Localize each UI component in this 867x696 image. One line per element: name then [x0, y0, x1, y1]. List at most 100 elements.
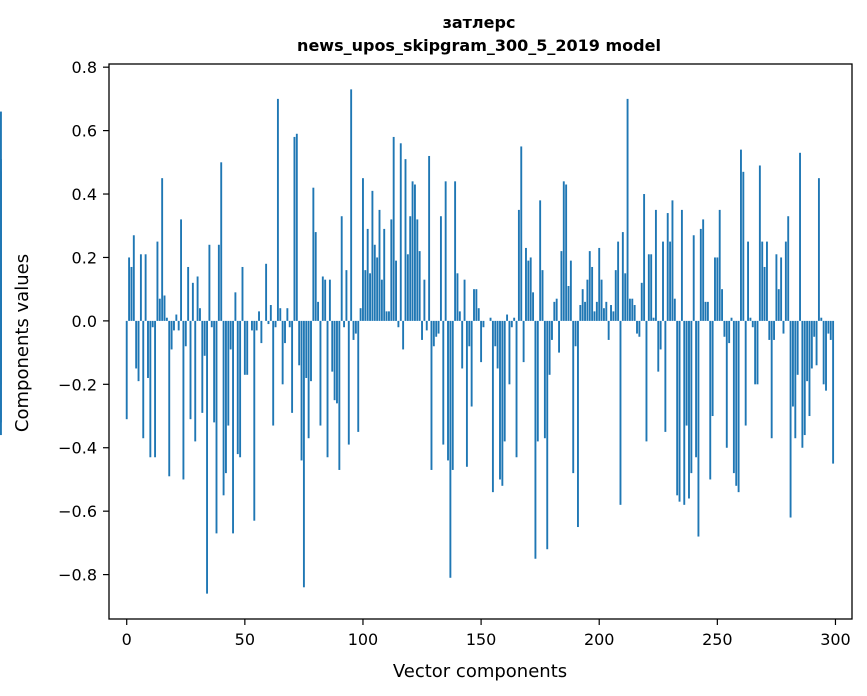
bar-128 [428, 155, 431, 321]
bar-9 [147, 320, 149, 378]
bar-119 [406, 254, 409, 321]
bar-229 [666, 213, 669, 321]
bar-79 [312, 187, 315, 321]
bar-107 [378, 209, 381, 321]
bar-210 [621, 232, 624, 321]
bar-11 [151, 320, 154, 328]
bar-54 [253, 320, 256, 521]
bar-116 [399, 143, 402, 321]
x-axis-ticks: 0 50 100 150 200 250 300 [122, 619, 851, 649]
bar-204 [607, 320, 610, 340]
bar-164 [513, 317, 516, 321]
bar-36 [210, 320, 213, 328]
bar-250 [716, 257, 719, 321]
bar-121 [411, 181, 414, 321]
bar-27 [189, 320, 192, 420]
bar-138 [451, 320, 454, 470]
bar-226 [659, 320, 662, 350]
bar-14 [158, 298, 161, 321]
bar-246 [706, 301, 709, 321]
bar-84 [324, 279, 327, 321]
bar-69 [288, 320, 291, 328]
bar-130 [432, 320, 435, 347]
bar-129 [430, 320, 433, 470]
bar-247 [709, 320, 712, 480]
bar-185 [562, 181, 565, 321]
bar-113 [392, 136, 395, 321]
bar-77 [307, 320, 310, 439]
bar-222 [650, 254, 653, 321]
bar-236 [683, 320, 686, 505]
bar-193 [581, 289, 584, 321]
bar-111 [388, 311, 390, 321]
bar-198 [593, 311, 596, 321]
y-tick-label: 0.4 [72, 185, 97, 204]
bar-148 [475, 289, 478, 321]
bar-310 [0, 171, 2, 321]
bar-18 [168, 320, 171, 477]
bar-264 [749, 317, 752, 321]
bar-215 [633, 305, 636, 321]
bar-31 [199, 308, 201, 321]
bar-165 [515, 320, 518, 458]
bar-282 [791, 320, 794, 407]
bar-157 [496, 320, 499, 369]
bar-0 [125, 320, 128, 420]
bar-269 [761, 241, 764, 321]
bar-307 [0, 320, 2, 423]
bar-56 [258, 311, 260, 321]
bar-123 [416, 219, 419, 321]
bar-34 [206, 320, 208, 594]
bar-255 [728, 320, 731, 344]
bar-202 [602, 308, 605, 321]
bar-280 [787, 216, 790, 321]
y-tick-label: 0.6 [72, 122, 97, 141]
bar-44 [229, 320, 232, 350]
bar-233 [676, 320, 679, 496]
bar-33 [203, 320, 206, 356]
bar-242 [697, 320, 700, 537]
bar-136 [447, 320, 449, 461]
bar-277 [780, 257, 783, 321]
bar-281 [789, 320, 792, 518]
bar-55 [255, 320, 258, 331]
bar-76 [305, 320, 308, 378]
bar-32 [201, 320, 204, 413]
bar-13 [156, 241, 159, 321]
bar-45 [232, 320, 234, 534]
bar-94 [347, 320, 350, 445]
bar-90 [338, 320, 341, 470]
bar-232 [673, 298, 676, 321]
bar-117 [402, 320, 405, 350]
bar-211 [624, 273, 627, 321]
bar-61 [269, 305, 272, 321]
bar-100 [362, 178, 364, 321]
x-tick-label: 300 [820, 630, 851, 649]
y-tick-label: −0.4 [58, 439, 97, 458]
y-axis-ticks: −0.8 −0.6 −0.4 −0.2 0.0 0.2 0.4 0.6 0.8 [58, 58, 109, 585]
bar-75 [302, 320, 305, 588]
bar-47 [236, 320, 239, 455]
bar-85 [326, 320, 329, 458]
bar-291 [813, 320, 816, 337]
bar-143 [463, 279, 466, 321]
bar-257 [732, 320, 735, 474]
bar-88 [333, 320, 336, 401]
bar-156 [494, 320, 497, 347]
bar-296 [825, 320, 827, 391]
bar-293 [817, 178, 820, 321]
bar-240 [692, 235, 695, 321]
bar-137 [449, 320, 452, 578]
bar-17 [165, 317, 168, 321]
bar-57 [260, 320, 263, 344]
bar-158 [499, 320, 501, 480]
bar-224 [654, 209, 657, 321]
bar-66 [281, 320, 284, 385]
bar-180 [551, 320, 553, 340]
bar-59 [265, 263, 268, 321]
bar-191 [577, 320, 579, 528]
bar-48 [239, 320, 242, 458]
bar-203 [605, 301, 608, 321]
bar-283 [794, 320, 797, 439]
